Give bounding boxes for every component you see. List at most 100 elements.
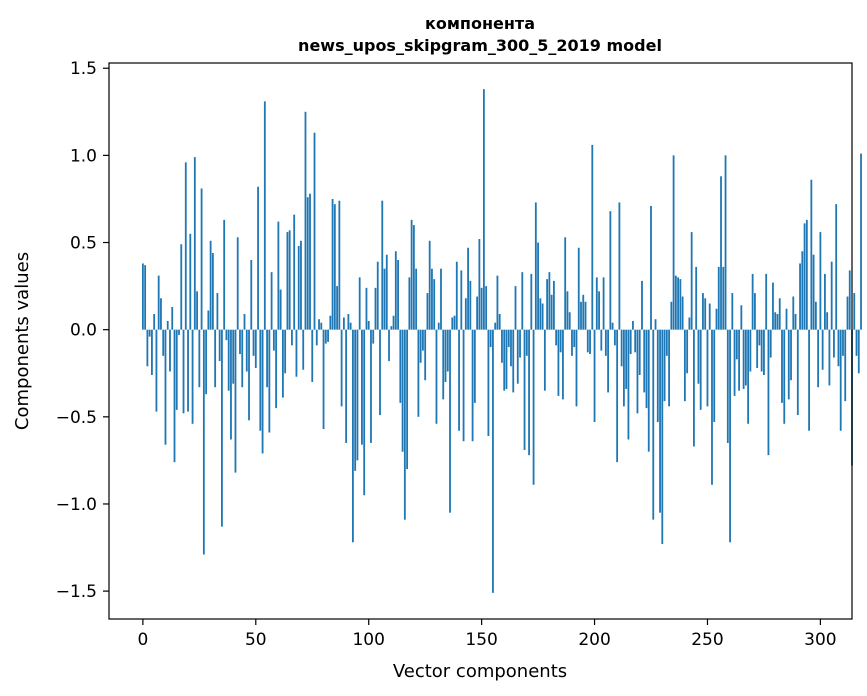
bar [510,329,512,367]
bar [342,317,345,330]
bar [184,162,187,330]
bar [566,291,569,330]
bar [704,298,707,330]
bar [379,329,381,416]
bar [482,89,485,330]
bar [406,329,409,470]
bar [726,329,729,443]
bar [315,329,318,346]
bar [338,200,341,330]
bar [148,329,151,337]
bar [817,329,820,388]
bar [753,293,756,330]
bar [555,329,558,346]
y-tick-label: 0.0 [70,321,97,341]
bar [814,301,817,330]
bar [412,225,415,330]
bar [729,329,731,543]
bar [530,273,533,330]
bar [706,329,709,407]
y-tick-label: −0.5 [56,408,97,428]
bar [241,329,244,388]
bar [431,268,433,330]
bar [397,259,399,330]
bar [498,313,501,330]
bar [304,111,307,330]
bar [196,291,198,330]
y-tick-label: 0.5 [70,234,97,254]
bar [485,286,488,330]
bar [236,237,239,330]
bar [232,329,235,384]
bar [645,329,648,409]
bar [505,329,508,389]
bar [697,329,700,384]
bar [205,329,208,395]
bar [683,329,686,402]
bar [819,232,822,330]
bar [171,307,174,330]
bar [744,329,747,386]
bar [214,329,217,388]
bar [625,329,628,389]
bar [252,329,255,356]
bar [216,293,219,330]
x-axis-label: Vector components [393,661,567,682]
bar [306,197,309,330]
bar [444,329,447,382]
bar [591,144,594,330]
bar [609,211,612,330]
bar [281,329,284,398]
bar [284,329,287,374]
bar [248,329,250,421]
bar [760,329,763,372]
bar [257,186,259,330]
bar [182,329,185,414]
x-tick-label: 50 [245,630,267,650]
bar [794,313,797,330]
bar [198,329,201,388]
bar [162,329,165,356]
y-axis-label: Components values [12,252,33,430]
bar [473,329,476,403]
bar [492,329,494,593]
bar [749,329,752,372]
bar [471,329,474,442]
bar [352,329,354,543]
bar [546,279,549,330]
bar [550,294,553,330]
bar [324,329,327,344]
bar [356,329,359,461]
bar [857,329,860,374]
bar [799,263,801,330]
bar [374,287,377,330]
y-tick-label: 1.5 [70,59,97,79]
bar [144,265,147,330]
bar [254,329,257,369]
bar [835,204,838,330]
bar [403,329,406,520]
bar [223,219,226,330]
bar [451,317,454,330]
bar [243,313,246,330]
bar [543,329,546,391]
bar [293,214,296,330]
bar [272,329,275,351]
bar [765,273,768,330]
bar [747,329,750,424]
bar [731,293,734,330]
bar [598,291,600,330]
bar [641,280,643,330]
bar [740,305,743,330]
bar [410,219,413,330]
bar [331,198,334,330]
bar [221,329,223,527]
bar [173,329,176,463]
bar [665,329,668,356]
x-tick-label: 250 [691,630,723,650]
bar [288,230,291,330]
x-axis-ticks: 0 50 100 150 200 250 300 [137,619,837,650]
bar [699,329,702,410]
bar [227,329,230,391]
